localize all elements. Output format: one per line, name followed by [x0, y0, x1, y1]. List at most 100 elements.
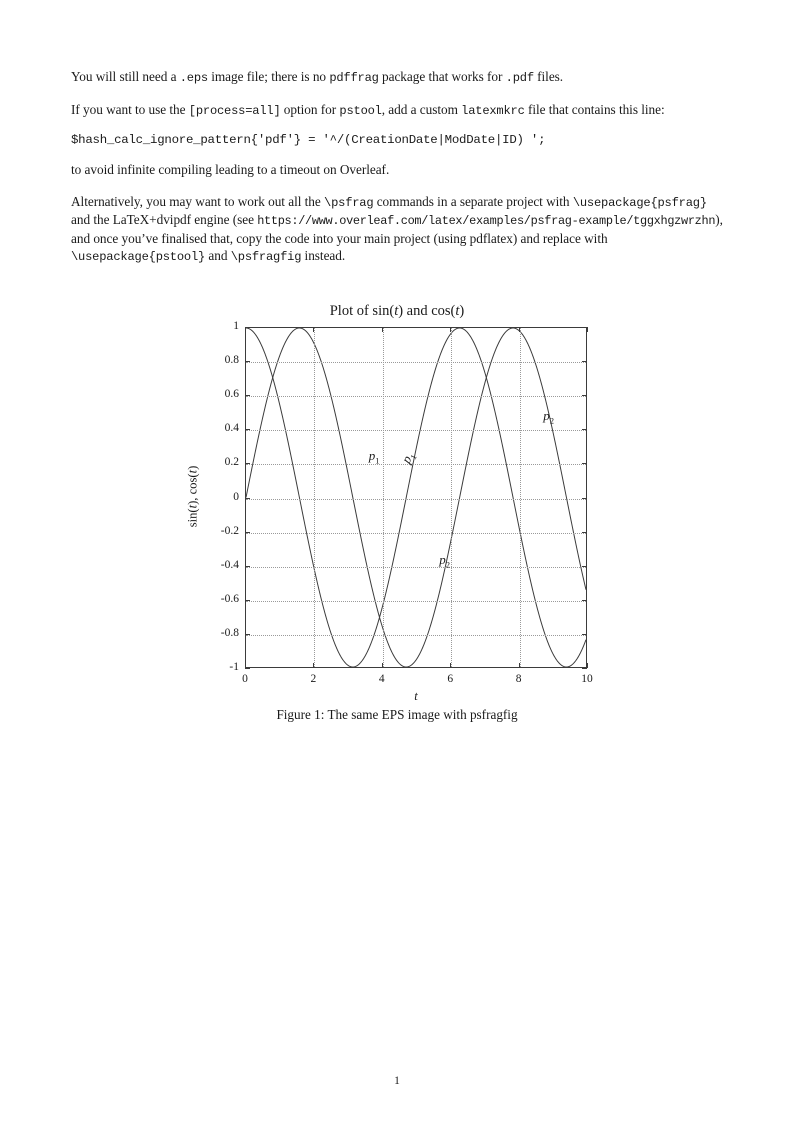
x-tick-mark: [587, 663, 588, 668]
x-tick-mark-top: [518, 327, 520, 332]
y-tick-label: 1: [233, 320, 239, 332]
y-tick-label: -0.6: [220, 592, 239, 605]
figure-caption: Figure 1: The same EPS image with psfrag…: [276, 707, 518, 722]
x-tick-mark-top: [587, 327, 588, 332]
text-run-roman: You will still need a: [71, 69, 180, 84]
annotation-subscript: 2: [549, 415, 555, 426]
y-tick-mark: [245, 497, 250, 499]
y-tick-label: 0: [233, 490, 239, 503]
text-run-roman: option for: [280, 101, 340, 117]
plot-area: Plot of sin(t) and cos(t) sin(t), cos(t)…: [0, 295, 794, 707]
y-tick-mark: [245, 429, 250, 431]
y-tick-label: 0.6: [224, 388, 239, 401]
gridline-vertical: [519, 328, 521, 667]
x-tick-mark: [518, 663, 520, 668]
y-tick-mark: [245, 668, 250, 669]
y-tick-mark-right: [582, 463, 587, 465]
y-tick-label: 0.4: [224, 422, 239, 435]
ylabel-v2: t: [185, 469, 200, 473]
y-tick-mark-right: [582, 395, 587, 397]
y-tick-mark: [245, 395, 250, 397]
gridline-horizontal: [246, 430, 586, 432]
x-tick-mark-top: [450, 327, 452, 332]
y-tick-mark: [245, 599, 250, 601]
gridline-horizontal: [246, 566, 586, 568]
y-tick-mark-right: [582, 668, 587, 669]
plot-title-var2: t: [455, 303, 460, 319]
paragraph-eps-note: You will still need a .eps image file; t…: [71, 68, 723, 87]
y-tick-mark-right: [582, 361, 587, 363]
document-body: You will still need a .eps image file; t…: [71, 68, 723, 280]
y-tick-mark: [245, 531, 250, 533]
y-tick-mark-right: [582, 327, 587, 328]
x-tick-label: 2: [310, 673, 317, 685]
x-tick-mark-top: [313, 327, 315, 332]
y-tick-mark-right: [582, 565, 587, 567]
text-run-roman: files.: [533, 69, 564, 84]
y-tick-label: -0.4: [220, 558, 239, 571]
text-run-roman: Alternatively, you may want to work out …: [71, 193, 325, 209]
y-tick-mark: [245, 463, 250, 465]
plot-title: Plot of sin(t) and cos(t): [0, 303, 794, 320]
text-run-roman: ), and once you’ve finalised that, copy …: [71, 212, 723, 246]
psfrag-annotation-p2: p2: [543, 408, 554, 426]
x-axis-label: t: [414, 689, 418, 703]
text-run-mono: \psfrag: [324, 195, 374, 210]
text-run-roman: package that works for: [378, 69, 506, 84]
y-tick-label: -0.2: [220, 524, 239, 537]
paragraph-alternatively: Alternatively, you may want to work out …: [71, 193, 723, 266]
x-tick-label: 10: [581, 673, 593, 685]
text-run-roman: file that contains this line:: [524, 101, 665, 117]
plot-title-mid: ) and cos(: [398, 303, 456, 319]
gridline-horizontal: [246, 464, 586, 466]
gridline-horizontal: [246, 600, 586, 602]
psfrag-annotation-p2: p2: [439, 552, 450, 570]
annotation-base: p: [543, 408, 550, 424]
y-tick-label: 0.2: [224, 456, 239, 469]
text-run-mono: pstool: [339, 103, 382, 118]
paragraph-process-all: If you want to use the [process=all] opt…: [71, 101, 723, 120]
gridline-vertical: [382, 328, 384, 667]
x-tick-mark: [450, 663, 452, 668]
gridline-horizontal: [246, 362, 586, 364]
plot-axes-box: [245, 327, 587, 668]
gridline-vertical: [314, 328, 316, 667]
text-run-mono: [process=all]: [188, 103, 281, 118]
text-run-roman: to avoid infinite compiling leading to a…: [71, 162, 390, 178]
x-tick-label: 6: [447, 673, 454, 685]
x-tick-mark-top: [245, 327, 246, 332]
gridline-horizontal: [246, 498, 586, 500]
curve-cos: [246, 328, 586, 667]
text-run-mono: \usepackage{pstool}: [71, 250, 206, 265]
y-tick-label: -0.8: [220, 626, 239, 639]
y-tick-mark-right: [582, 531, 587, 533]
y-tick-mark-right: [582, 497, 587, 499]
plot-curves: [246, 328, 586, 667]
paragraph-avoid-timeout: to avoid infinite compiling leading to a…: [71, 161, 723, 178]
y-tick-mark-right: [582, 633, 587, 635]
annotation-base: p: [439, 551, 446, 567]
y-tick-mark: [245, 633, 250, 635]
x-tick-mark: [313, 663, 315, 668]
plot-title-prefix: Plot of sin(: [329, 303, 395, 319]
y-tick-label: -1: [229, 661, 239, 673]
text-run-mono: .eps: [179, 71, 208, 85]
annotation-base: p: [368, 447, 376, 463]
y-tick-mark: [245, 361, 250, 363]
text-run-url: https://www.overleaf.com/latex/examples/…: [257, 214, 716, 229]
gridline-horizontal: [246, 532, 586, 534]
text-run-mono: .pdf: [505, 71, 534, 85]
annotation-subscript: 2: [445, 559, 451, 570]
x-tick-label: 0: [242, 673, 248, 685]
gridline-vertical: [451, 328, 453, 667]
y-tick-mark: [245, 327, 250, 328]
text-run-roman: instead.: [301, 248, 346, 264]
x-tick-label: 4: [378, 673, 385, 685]
code-line: $hash_calc_ignore_pattern{'pdf'} = '^/(C…: [71, 133, 546, 148]
text-run-mono: \psfragfig: [230, 250, 302, 265]
text-run-roman: and: [205, 248, 231, 264]
x-tick-mark: [381, 663, 383, 668]
plot-title-var1: t: [394, 303, 399, 319]
gridline-horizontal: [246, 634, 586, 636]
